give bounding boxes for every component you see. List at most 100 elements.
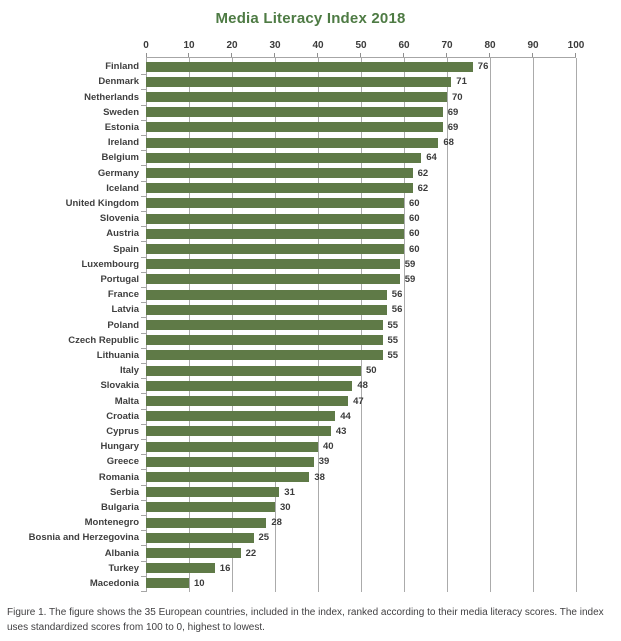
row-boundary-tick xyxy=(141,226,146,228)
country-label: Iceland xyxy=(106,182,139,194)
row-boundary-tick xyxy=(141,378,146,380)
row-boundary-tick xyxy=(141,591,146,592)
axis-tick xyxy=(360,53,361,57)
row-boundary-tick xyxy=(141,560,146,562)
bar xyxy=(146,426,331,437)
value-label: 69 xyxy=(447,121,459,133)
value-label: 60 xyxy=(409,243,420,255)
row-boundary-tick xyxy=(141,408,146,410)
value-label: 38 xyxy=(314,471,325,483)
row-boundary-tick xyxy=(141,575,146,577)
value-label: 55 xyxy=(387,349,399,361)
country-label: Romania xyxy=(98,471,139,483)
axis-tick xyxy=(317,53,318,57)
row-boundary-tick xyxy=(141,271,146,273)
axis-tick xyxy=(188,53,189,57)
row-boundary-tick xyxy=(141,484,146,486)
country-label: Luxembourg xyxy=(81,258,139,270)
axis-tick-label: 60 xyxy=(398,40,410,51)
value-label: 16 xyxy=(219,562,231,574)
grid-line xyxy=(404,58,405,592)
country-label: Cyprus xyxy=(106,425,139,437)
value-label: 59 xyxy=(404,273,416,285)
row-boundary-tick xyxy=(141,74,146,76)
row-boundary-tick xyxy=(141,256,146,258)
value-label: 59 xyxy=(404,258,416,270)
axis-tick-label: 0 xyxy=(143,40,149,51)
row-boundary-tick xyxy=(141,317,146,319)
country-label: Finland xyxy=(105,61,139,73)
bar xyxy=(146,183,413,194)
axis-tick xyxy=(446,53,447,57)
country-label: United Kingdom xyxy=(65,197,139,209)
value-label: 31 xyxy=(284,486,295,498)
country-label: Bulgaria xyxy=(100,501,139,513)
grid-line xyxy=(447,58,448,592)
value-label: 71 xyxy=(456,76,467,88)
country-label: Serbia xyxy=(109,486,139,498)
value-label: 68 xyxy=(443,137,454,149)
bar xyxy=(146,456,314,467)
country-label: Montenegro xyxy=(84,517,139,529)
value-label: 39 xyxy=(318,456,330,468)
value-label: 69 xyxy=(447,106,459,118)
bar xyxy=(146,548,241,558)
axis-tick-label: 30 xyxy=(269,40,281,51)
bar xyxy=(146,228,404,239)
country-label: Malta xyxy=(114,395,139,407)
bar xyxy=(146,137,439,148)
row-boundary-tick xyxy=(141,499,146,501)
row-boundary-tick xyxy=(141,393,146,395)
bar xyxy=(146,563,215,574)
axis-tick-label: 10 xyxy=(183,40,195,51)
bar xyxy=(146,335,383,346)
bar xyxy=(146,411,336,422)
axis-tick xyxy=(274,53,275,57)
value-label: 25 xyxy=(258,532,270,544)
bar xyxy=(146,152,422,163)
value-label: 40 xyxy=(323,441,334,453)
bar xyxy=(146,472,310,482)
country-label: Portugal xyxy=(100,273,139,285)
country-label: Denmark xyxy=(98,76,139,88)
bar xyxy=(146,107,443,118)
bar xyxy=(146,198,404,209)
bar xyxy=(146,380,353,391)
bar xyxy=(146,502,275,513)
bar xyxy=(146,487,280,498)
row-boundary-tick xyxy=(141,287,146,288)
country-label: Turkey xyxy=(108,562,139,574)
grid-line xyxy=(533,58,534,592)
value-label: 43 xyxy=(335,425,347,437)
bar xyxy=(146,122,443,133)
bar xyxy=(146,517,267,528)
value-label: 28 xyxy=(271,517,282,529)
row-boundary-tick xyxy=(141,150,146,152)
row-boundary-tick xyxy=(141,530,146,532)
axis-tick xyxy=(231,53,232,57)
value-label: 47 xyxy=(353,395,364,407)
bar xyxy=(146,274,400,285)
bar xyxy=(146,365,361,376)
country-label: Sweden xyxy=(103,106,139,118)
row-boundary-tick xyxy=(141,545,146,547)
value-label: 56 xyxy=(391,289,403,301)
row-boundary-tick xyxy=(141,363,146,364)
bar xyxy=(146,168,413,178)
value-label: 50 xyxy=(366,365,377,377)
value-label: 62 xyxy=(417,182,429,194)
value-label: 10 xyxy=(194,577,205,589)
country-label: Estonia xyxy=(104,121,139,133)
value-label: 76 xyxy=(477,61,489,73)
bar xyxy=(146,350,383,361)
value-label: 22 xyxy=(245,547,257,559)
country-label: Belgium xyxy=(101,152,139,164)
value-label: 60 xyxy=(409,213,420,225)
axis-tick xyxy=(146,53,147,57)
country-label: Germany xyxy=(97,167,139,179)
bar xyxy=(146,92,447,102)
value-label: 55 xyxy=(387,319,399,331)
axis-tick xyxy=(403,53,404,57)
value-label: 62 xyxy=(417,167,429,179)
bar xyxy=(146,396,349,406)
